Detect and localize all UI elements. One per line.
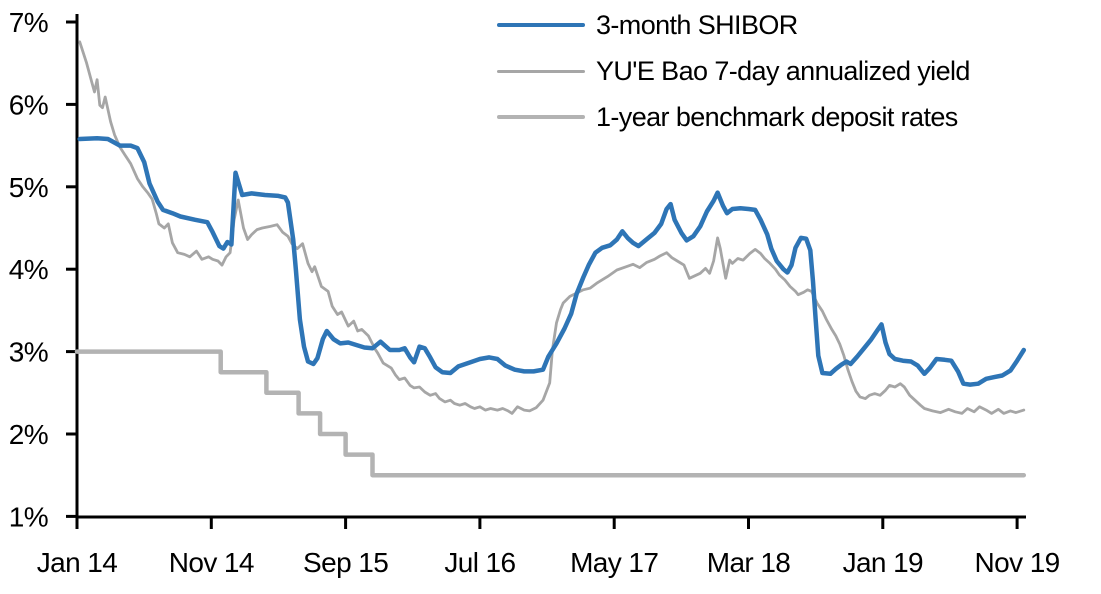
- x-axis-tick-label: Jan 19: [843, 547, 923, 578]
- x-axis-tick-label: Nov 14: [169, 547, 254, 578]
- legend-line-swatch-benchmark: [497, 114, 585, 120]
- legend: 3-month SHIBOR YU'E Bao 7-day annualized…: [497, 2, 970, 140]
- y-axis-tick-label: 6%: [9, 89, 48, 120]
- series-line-1: [78, 40, 1026, 415]
- legend-line-swatch-yuebao: [497, 69, 585, 73]
- y-axis-tick-label: 7%: [9, 7, 48, 38]
- x-axis-tick-label: Mar 18: [707, 547, 791, 578]
- x-axis-tick-label: Jul 16: [444, 547, 515, 578]
- x-axis-tick-label: Sep 15: [303, 547, 388, 578]
- y-axis-tick-label: 5%: [9, 172, 48, 203]
- legend-item-shibor: 3-month SHIBOR: [497, 2, 970, 48]
- legend-label-shibor: 3-month SHIBOR: [596, 9, 798, 40]
- x-axis-tick-label: May 17: [570, 547, 658, 578]
- x-axis-tick-label: Jan 14: [37, 547, 117, 578]
- y-axis-tick-label: 4%: [9, 254, 48, 285]
- legend-label-yuebao: YU'E Bao 7-day annualized yield: [596, 55, 970, 86]
- y-axis-tick-label: 2%: [9, 419, 48, 450]
- series-line-2: [74, 349, 1027, 478]
- legend-item-yuebao: YU'E Bao 7-day annualized yield: [497, 48, 970, 94]
- y-axis-tick-label: 1%: [9, 501, 48, 532]
- y-axis-tick-label: 3%: [9, 337, 48, 368]
- legend-label-benchmark: 1-year benchmark deposit rates: [596, 101, 958, 132]
- series-line-0: [77, 135, 1027, 387]
- x-axis-tick-label: Nov 19: [975, 547, 1060, 578]
- legend-line-swatch-shibor: [497, 22, 585, 28]
- legend-item-benchmark: 1-year benchmark deposit rates: [497, 94, 970, 140]
